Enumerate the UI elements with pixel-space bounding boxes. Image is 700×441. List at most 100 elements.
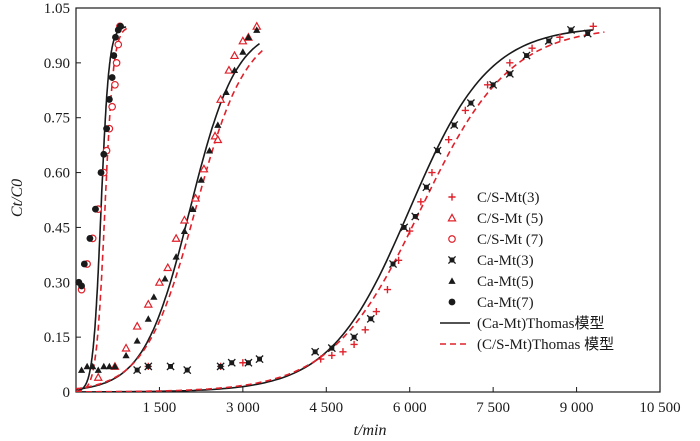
data-point: [239, 359, 247, 367]
x-tick-label: 4 500: [309, 400, 343, 416]
legend-marker: [447, 213, 457, 222]
data-point: [583, 29, 592, 38]
data-point: [428, 168, 436, 177]
series-C/S-Mt (7): [77, 22, 124, 294]
data-point: [489, 80, 498, 89]
fit-curve-ca-mt: [76, 29, 594, 392]
data-point: [105, 96, 113, 103]
plot-frame: [75, 7, 661, 393]
legend-label: Ca-Mt(5): [477, 274, 534, 290]
data-point: [97, 169, 105, 176]
y-tick-label: 1.05: [44, 1, 70, 17]
data-point: [80, 260, 88, 268]
y-tick-label: 0: [63, 385, 71, 401]
data-point: [215, 94, 226, 103]
data-point: [350, 333, 359, 342]
data-point: [105, 362, 113, 370]
data-point: [100, 150, 108, 158]
data-point: [224, 65, 234, 74]
y-axis-title-text: Ct/C0: [9, 179, 26, 217]
y-axis: 0 0.15 0.30 0.45 0.60 0.75 0.90 1.05: [44, 1, 81, 401]
legend-marker: [447, 255, 457, 265]
x-axis: 1 500 3 000 4 500 6 000 7 500 9 000 10 500: [143, 387, 681, 416]
series-C/S-Mt(3): [144, 22, 597, 370]
data-point: [100, 362, 108, 370]
data-point: [166, 362, 175, 371]
data-point: [93, 372, 103, 381]
data-point: [422, 183, 431, 192]
data-point: [150, 293, 158, 300]
data-point: [213, 134, 223, 144]
data-point: [133, 365, 142, 375]
legend-label: (Ca-Mt)Thomas模型: [477, 315, 604, 332]
data-point: [253, 26, 261, 33]
legend-label: C/S-Mt(3): [477, 190, 540, 206]
data-point: [216, 362, 225, 371]
legend-label: Ca-Mt(7): [477, 295, 534, 311]
data-point: [154, 277, 165, 286]
x-tick-label: 9 000: [560, 400, 594, 416]
data-point: [197, 176, 205, 183]
data-point: [450, 120, 459, 130]
y-tick-label: 0.75: [44, 111, 70, 127]
data-point: [350, 340, 358, 349]
data-point: [83, 362, 91, 370]
data-point: [111, 362, 119, 370]
data-point: [214, 121, 222, 128]
data-point: [589, 22, 597, 30]
legend-marker: [448, 298, 456, 306]
data-point: [461, 106, 469, 114]
data-point: [78, 282, 85, 290]
data-point: [222, 88, 230, 95]
data-point: [445, 136, 453, 144]
data-point: [132, 321, 142, 330]
data-point: [111, 80, 119, 89]
data-point: [86, 234, 94, 242]
series-Ca-Mt(7): [75, 22, 124, 290]
data-point: [112, 59, 121, 67]
data-point: [411, 212, 420, 221]
data-point: [144, 362, 153, 371]
y-tick-label: 0.45: [44, 220, 70, 236]
legend-label: Ca-Mt(3): [477, 253, 534, 269]
data-point: [327, 344, 336, 353]
data-point: [205, 147, 214, 154]
data-point: [556, 33, 564, 41]
x-tick-label: 3 000: [226, 400, 260, 416]
data-point: [230, 66, 239, 74]
data-point: [417, 198, 425, 206]
y-axis-title: Ct/C0: [9, 179, 26, 217]
data-point: [505, 69, 514, 78]
data-point: [544, 36, 553, 45]
legend-label: (C/S-Mt)Thomas 模型: [477, 336, 614, 353]
data-point: [114, 40, 123, 49]
x-tick-label: 10 500: [639, 400, 680, 416]
data-point: [361, 326, 369, 334]
data-point: [311, 347, 320, 356]
data-point: [383, 286, 392, 294]
data-point: [94, 366, 102, 373]
y-tick-label: 0.15: [44, 330, 70, 346]
data-point: [466, 99, 475, 108]
data-point: [143, 299, 153, 308]
data-point: [163, 262, 173, 272]
data-point: [566, 25, 576, 35]
data-point: [171, 233, 181, 242]
data-point: [255, 355, 264, 364]
fit-curve-cs-mt: [76, 26, 130, 392]
legend-label: C/S-Mt (5): [477, 211, 543, 227]
data-point: [180, 227, 189, 234]
legend-marker: [448, 235, 456, 243]
data-point: [339, 348, 347, 356]
data-point: [172, 253, 180, 260]
data-point: [108, 102, 116, 111]
series-C/S-Mt (5): [93, 21, 262, 381]
y-tick-label: 0.30: [44, 275, 70, 291]
legend-label: C/S-Mt (7): [477, 232, 543, 248]
data-point: [522, 51, 531, 60]
data-point: [189, 205, 197, 213]
data-point: [122, 351, 130, 359]
data-point: [244, 33, 253, 41]
x-tick-label: 1 500: [143, 400, 177, 416]
